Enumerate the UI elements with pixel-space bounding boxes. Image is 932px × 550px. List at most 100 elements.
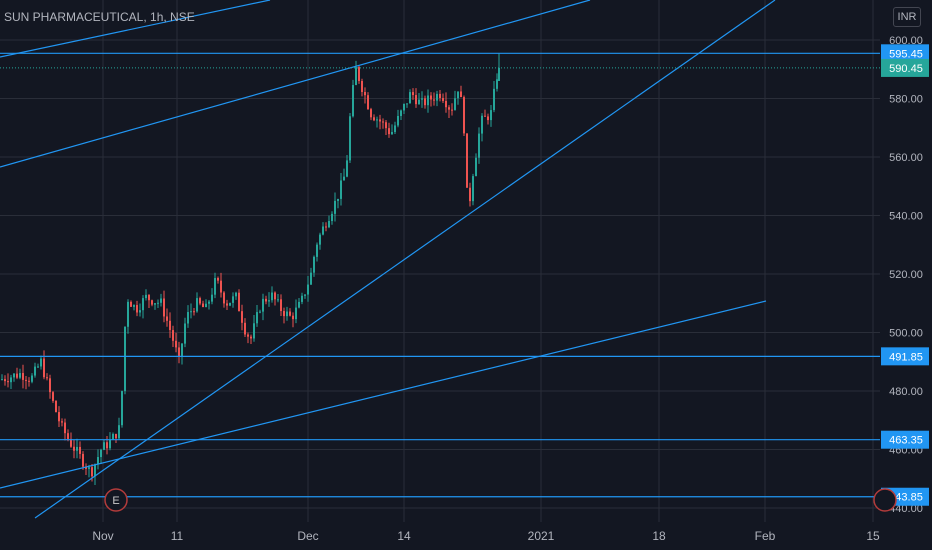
candle-body [250, 336, 252, 339]
candle-body [16, 373, 18, 378]
candle-body [328, 221, 330, 228]
trendline [0, 0, 271, 58]
candle-body [415, 95, 417, 105]
candle-body [472, 176, 474, 202]
candle-body [418, 99, 420, 105]
candle-body [445, 100, 447, 108]
candle-body [406, 103, 408, 105]
candle-body [157, 302, 159, 304]
candle-body [4, 379, 6, 382]
candle-body [355, 67, 357, 86]
candle-body [64, 422, 66, 434]
candle-body [343, 176, 345, 181]
candle-body [205, 303, 207, 308]
horizontal-levels[interactable] [0, 52, 880, 498]
candle-body [217, 278, 219, 281]
candle-body [40, 358, 42, 367]
price-tick-label: 540.00 [889, 211, 923, 223]
level-price-label: 463.35 [889, 435, 923, 447]
candle-body [382, 121, 384, 123]
candle-body [460, 91, 462, 98]
candle-body [373, 117, 375, 121]
candle-body [442, 98, 444, 101]
candle-body [7, 381, 9, 383]
candle-body [115, 433, 117, 439]
price-tick-label: 580.00 [889, 94, 923, 106]
time-axis[interactable]: Nov 11 Dec 14 2021 18 Feb 15 [0, 522, 932, 550]
candle-body [46, 377, 48, 379]
candle-body [43, 358, 45, 378]
candle-body [277, 299, 279, 301]
candle-body [220, 280, 222, 293]
candle-body [316, 244, 318, 257]
time-tick-label: 14 [397, 529, 411, 543]
candle-body [172, 330, 174, 341]
candle-body [61, 421, 63, 423]
candle-body [310, 272, 312, 285]
candle-body [433, 99, 435, 101]
candle-body [358, 67, 360, 82]
candle-body [175, 340, 177, 348]
candle-body [178, 347, 180, 357]
price-axis[interactable]: 440.00460.00480.00500.00520.00540.00560.… [880, 0, 932, 522]
level-price-label: 443.85 [889, 492, 923, 504]
symbol-title[interactable]: SUN PHARMACEUTICAL, 1h, NSE [4, 10, 195, 24]
candle-body [244, 322, 246, 335]
current-price-label: 590.45 [889, 63, 923, 75]
candle-body [412, 92, 414, 96]
candle-body [166, 316, 168, 321]
candle-body [142, 298, 144, 311]
candle-body [292, 315, 294, 320]
candle-body [121, 391, 123, 426]
candle-body [196, 298, 198, 312]
level-price-label-bg [881, 430, 929, 449]
candle-body [265, 298, 267, 302]
price-tick-label: 600.00 [889, 35, 923, 47]
candle-body [262, 298, 264, 312]
candle-body [58, 412, 60, 422]
time-tick-label: Dec [297, 529, 318, 543]
candle-body [325, 226, 327, 228]
candle-body [145, 294, 147, 299]
candle-body [106, 442, 108, 449]
candle-body [88, 467, 90, 469]
candle-body [211, 294, 213, 302]
candle-body [181, 343, 183, 357]
currency-badge[interactable]: INR [893, 7, 921, 27]
time-tick-label: 15 [866, 529, 880, 543]
candle-body [193, 311, 195, 313]
candle-body [340, 180, 342, 199]
candle-body [361, 81, 363, 92]
trendline [0, 0, 591, 168]
chart-grid [0, 0, 880, 522]
candle-body [484, 115, 486, 117]
candle-body [448, 107, 450, 110]
candle-body [490, 110, 492, 121]
candle-body [337, 198, 339, 201]
level-price-label-bg [881, 44, 929, 63]
candle-body [136, 305, 138, 313]
candle-body [235, 292, 237, 297]
candle-body [130, 301, 132, 307]
candle-body [199, 298, 201, 304]
candle-body [13, 373, 15, 378]
candle-body [190, 311, 192, 313]
candle-body [391, 132, 393, 135]
candle-body [436, 93, 438, 101]
candle-body [226, 303, 228, 306]
earnings-marker-icon [104, 488, 128, 512]
trendline-drawings[interactable] [0, 0, 776, 519]
candle-body [424, 98, 426, 106]
candle-body [169, 320, 171, 331]
price-tick-label: 500.00 [889, 328, 923, 340]
candle-body [187, 312, 189, 324]
candle-body [403, 103, 405, 111]
candle-body [238, 292, 240, 312]
candle-body [91, 467, 93, 477]
candle-body [388, 128, 390, 135]
candle-body [10, 377, 12, 383]
candlestick-series [1, 53, 500, 486]
event-markers[interactable]: E [104, 488, 897, 512]
trendline [34, 0, 776, 519]
